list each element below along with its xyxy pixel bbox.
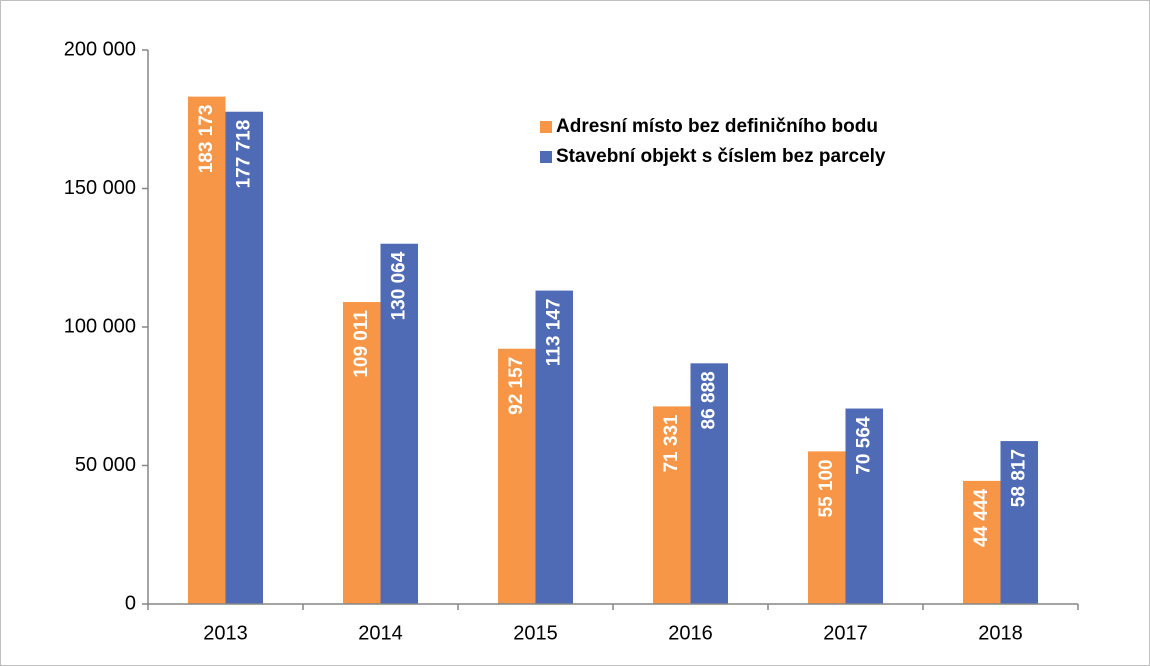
bar — [498, 348, 536, 604]
data-label: 44 444 — [971, 488, 992, 547]
data-label: 130 064 — [388, 251, 409, 320]
bar — [343, 302, 381, 604]
data-label: 113 147 — [543, 299, 564, 367]
legend-swatch — [540, 121, 552, 133]
data-label: 70 564 — [853, 416, 874, 475]
legend-label: Stavební objekt s číslem bez parcely — [556, 146, 886, 167]
data-label: 71 331 — [661, 414, 682, 473]
data-label: 58 817 — [1008, 449, 1029, 507]
bar — [690, 363, 728, 604]
y-tick-label: 50 000 — [75, 454, 136, 476]
bar — [808, 451, 846, 604]
data-label: 177 718 — [233, 120, 254, 189]
bar — [963, 480, 1001, 604]
x-tick-label: 2016 — [668, 622, 713, 644]
bar — [380, 243, 418, 604]
legend-label: Adresní místo bez definičního bodu — [556, 116, 878, 137]
data-label: 55 100 — [816, 459, 837, 517]
bar — [653, 406, 691, 604]
data-label: 92 157 — [506, 357, 527, 415]
y-tick-label: 150 000 — [64, 177, 136, 199]
x-tick-label: 2017 — [823, 622, 868, 644]
x-tick-label: 2015 — [513, 622, 558, 644]
x-tick-label: 2013 — [203, 622, 248, 644]
legend-swatch — [540, 151, 552, 163]
bar — [225, 111, 263, 605]
bar — [535, 290, 573, 604]
bar — [188, 96, 226, 605]
x-tick-label: 2014 — [358, 622, 403, 644]
y-tick-label: 0 — [125, 592, 136, 614]
y-tick-label: 100 000 — [64, 315, 136, 337]
bar — [845, 408, 883, 604]
data-label: 183 173 — [196, 105, 217, 174]
data-label: 86 888 — [698, 371, 719, 429]
y-tick-label: 200 000 — [64, 38, 136, 60]
bar — [1000, 441, 1038, 604]
x-tick-label: 2018 — [978, 622, 1023, 644]
data-label: 109 011 — [351, 310, 372, 378]
